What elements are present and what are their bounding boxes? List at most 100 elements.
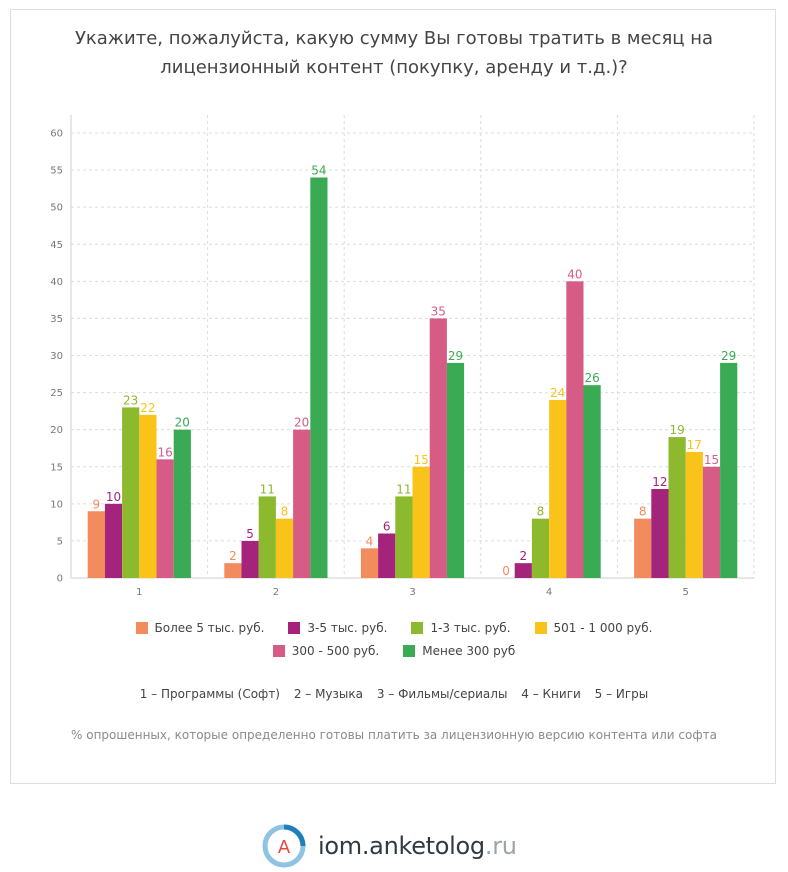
y-tick-label: 30 [50, 351, 63, 362]
data-label: 10 [106, 490, 121, 504]
data-label: 5 [246, 527, 254, 541]
data-label: 54 [311, 164, 326, 178]
data-label: 26 [584, 371, 599, 385]
logo-letter: A [278, 837, 291, 858]
y-tick-label: 60 [50, 129, 63, 140]
chart-title: Укажите, пожалуйста, какую сумму Вы гото… [0, 24, 788, 82]
bar [720, 362, 738, 578]
data-label: 12 [652, 475, 667, 489]
y-tick-label: 20 [50, 425, 63, 436]
bar [241, 540, 259, 578]
bar [651, 489, 669, 578]
category-key-item: 2 – Музыка [293, 687, 363, 701]
category-key: 1 – Программы (Софт) 2 – Музыка 3 – Филь… [0, 687, 788, 701]
bar [685, 451, 703, 578]
legend-item[interactable]: 1-3 тыс. руб. [411, 620, 511, 636]
bar [360, 548, 379, 578]
y-tick-label: 0 [57, 574, 63, 585]
bar [634, 518, 652, 578]
y-tick-label: 50 [50, 203, 63, 214]
legend-swatch [411, 622, 424, 634]
data-label: 15 [413, 453, 428, 467]
data-label: 29 [721, 349, 736, 363]
legend-label: Более 5 тыс. руб. [154, 621, 265, 635]
category-key-item: 4 – Книги [521, 687, 581, 701]
legend-swatch [403, 645, 416, 657]
bar-chart: 0510152025303540455055609102322162012511… [50, 115, 755, 598]
x-tick-label: 5 [683, 587, 689, 598]
legend-item[interactable]: 300 - 500 руб. [272, 643, 379, 659]
bar [566, 281, 584, 578]
bar [583, 385, 601, 578]
data-label: 2 [519, 549, 527, 563]
chart-legend: Более 5 тыс. руб. 3-5 тыс. руб. 1-3 тыс. р… [60, 620, 728, 659]
bar [122, 407, 140, 578]
data-label: 23 [123, 393, 138, 407]
data-label: 9 [92, 497, 100, 511]
anketolog-logo-icon: A [262, 824, 306, 868]
bar [429, 318, 447, 578]
bar [531, 518, 550, 578]
legend-swatch [272, 645, 285, 657]
y-tick-label: 25 [50, 388, 63, 399]
bar [549, 400, 567, 578]
data-label: 2 [229, 549, 237, 563]
data-label: 11 [260, 482, 275, 496]
bar [224, 563, 242, 578]
data-label: 0 [502, 564, 510, 578]
legend-item[interactable]: Менее 300 руб [403, 643, 515, 659]
bar [104, 503, 123, 578]
y-tick-label: 15 [50, 462, 63, 473]
x-tick-label: 4 [546, 587, 552, 598]
legend-swatch [534, 622, 547, 634]
data-label: 6 [383, 520, 391, 534]
data-label: 24 [550, 386, 565, 400]
data-label: 19 [669, 423, 684, 437]
y-tick-label: 35 [50, 314, 63, 325]
brand-logo[interactable]: A iom.anketolog.ru [262, 824, 517, 868]
data-label: 8 [537, 505, 545, 519]
x-tick-label: 2 [273, 587, 279, 598]
x-tick-label: 3 [409, 587, 415, 598]
data-label: 35 [431, 304, 446, 318]
y-tick-label: 10 [50, 499, 63, 510]
category-key-item: 3 – Фильмы/сериалы [376, 687, 508, 701]
legend-label: 3-5 тыс. руб. [307, 621, 388, 635]
data-label: 16 [157, 445, 172, 459]
legend-item[interactable]: 501 - 1 000 руб. [534, 620, 653, 636]
y-tick-label: 5 [57, 536, 63, 547]
legend-swatch [288, 622, 301, 634]
legend-item[interactable]: 3-5 тыс. руб. [288, 620, 387, 636]
x-tick-label: 1 [136, 587, 142, 598]
bar [258, 496, 276, 578]
legend-label: 501 - 1 000 руб. [553, 621, 653, 635]
data-label: 4 [366, 534, 374, 548]
data-label: 8 [281, 505, 289, 519]
bar [139, 414, 157, 578]
bar [293, 429, 311, 578]
chart-card [10, 9, 776, 784]
data-label: 15 [704, 453, 719, 467]
bar [378, 533, 396, 578]
legend-swatch [135, 622, 148, 634]
legend-item[interactable]: Более 5 тыс. руб. [135, 620, 265, 636]
legend-label: Менее 300 руб [422, 644, 516, 658]
brand-name: iom.anketolog.ru [318, 832, 517, 860]
bar [275, 518, 294, 578]
y-tick-label: 45 [50, 240, 63, 251]
data-label: 29 [448, 349, 463, 363]
bar [310, 177, 328, 578]
legend-label: 1-3 тыс. руб. [430, 621, 511, 635]
category-key-item: 5 – Игры [594, 687, 649, 701]
bar [395, 496, 413, 578]
data-label: 11 [396, 482, 411, 496]
data-label: 22 [140, 401, 155, 415]
bar [412, 466, 430, 578]
y-tick-label: 55 [50, 166, 63, 177]
bar [514, 563, 532, 578]
bar [173, 429, 191, 578]
bar [702, 466, 721, 578]
data-label: 8 [639, 505, 647, 519]
bar [156, 459, 174, 578]
data-label: 40 [567, 267, 582, 281]
